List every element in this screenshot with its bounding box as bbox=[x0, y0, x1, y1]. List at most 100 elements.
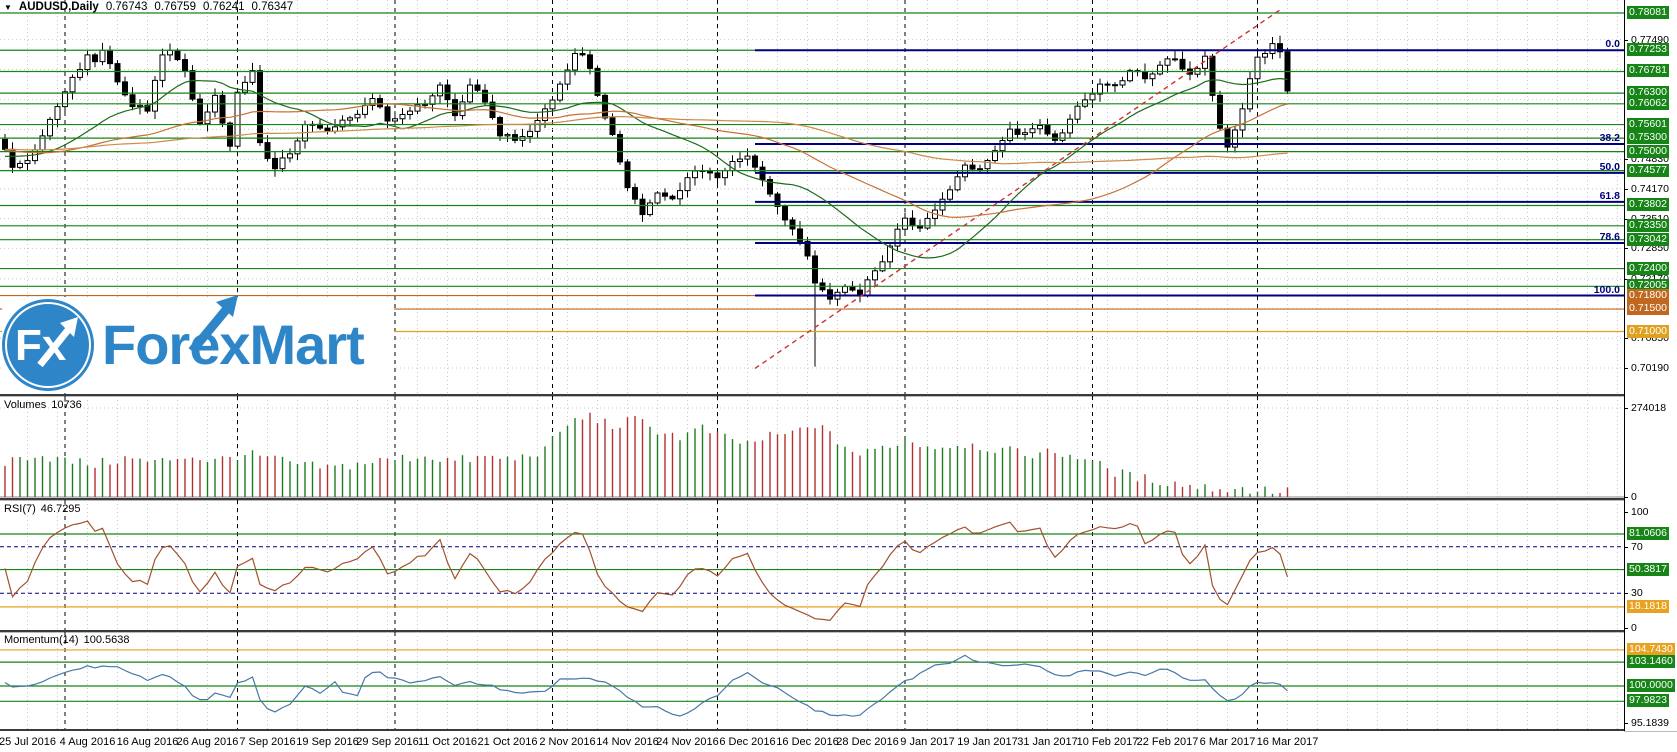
candle-body bbox=[654, 192, 661, 204]
candle-body bbox=[804, 240, 811, 257]
fib-percent-label: 78.6 bbox=[1599, 231, 1620, 244]
candle-body bbox=[782, 205, 788, 221]
date-label: 25 Jul 2016 bbox=[0, 736, 56, 748]
candle-body bbox=[812, 255, 818, 284]
symbol-timeframe: AUDUSD,Daily bbox=[18, 1, 99, 13]
candle-body bbox=[1014, 128, 1021, 135]
price-tag: 50.3817 bbox=[1627, 562, 1669, 576]
candle-body bbox=[287, 153, 293, 159]
candle-body bbox=[422, 103, 428, 106]
axis-tick-mark bbox=[1625, 546, 1628, 548]
candle-body bbox=[767, 178, 773, 195]
date-label: 10 Feb 2017 bbox=[1076, 736, 1139, 748]
candle-body bbox=[602, 94, 608, 119]
fib-percent-label: 0.0 bbox=[1605, 38, 1620, 51]
axis-tick-mark bbox=[1625, 338, 1628, 340]
candle-body bbox=[174, 49, 181, 61]
axis-tick-mark bbox=[1625, 408, 1628, 409]
date-label: 24 Nov 2016 bbox=[656, 736, 719, 748]
main-price-pane[interactable] bbox=[0, 0, 1624, 396]
candle-body bbox=[1142, 71, 1148, 80]
candle-body bbox=[512, 134, 518, 141]
date-label: 6 Mar 2017 bbox=[1199, 736, 1256, 748]
price-tag: 0.74577 bbox=[1627, 163, 1669, 177]
price-tag: 0.73042 bbox=[1627, 232, 1669, 246]
candle-body bbox=[47, 118, 53, 137]
momentum-pane[interactable] bbox=[0, 632, 1624, 731]
pane-separator[interactable] bbox=[0, 630, 1677, 633]
candle-body bbox=[324, 127, 331, 132]
candle-body bbox=[984, 160, 991, 170]
candle-body bbox=[159, 54, 166, 81]
candle-body bbox=[572, 53, 578, 71]
candle-body bbox=[54, 106, 61, 120]
candle-body bbox=[92, 54, 98, 63]
candle-body bbox=[137, 104, 143, 108]
candle-body bbox=[872, 270, 878, 281]
candle-body bbox=[1022, 132, 1028, 135]
moving-average-line bbox=[4, 103, 1288, 219]
candle-body bbox=[909, 217, 916, 227]
candle-body bbox=[594, 67, 601, 96]
candle-body bbox=[17, 163, 23, 168]
candle-body bbox=[1104, 83, 1111, 86]
axis-tick-mark bbox=[1625, 497, 1628, 498]
candle-body bbox=[1269, 43, 1276, 55]
candle-body bbox=[377, 98, 383, 108]
candle-body bbox=[564, 69, 571, 85]
axis-tick-mark bbox=[1625, 188, 1628, 190]
price-axis[interactable]: 0.774900.748300.741700.735100.728500.721… bbox=[1624, 0, 1677, 731]
candle-body bbox=[1277, 43, 1283, 53]
trendline[interactable] bbox=[754, 9, 1281, 369]
volume-pane[interactable] bbox=[0, 396, 1624, 500]
candle-body bbox=[1262, 53, 1268, 58]
candle-body bbox=[1097, 83, 1103, 95]
logo-ring bbox=[5, 302, 91, 388]
price-tag: 0.76300 bbox=[1627, 86, 1669, 100]
candle-body bbox=[827, 289, 833, 300]
volume-label: Volumes 10736 bbox=[4, 399, 82, 411]
axis-tick-label: 0 bbox=[1631, 491, 1637, 503]
brand-arrow-icon bbox=[188, 295, 238, 354]
momentum-line bbox=[4, 654, 1288, 717]
candle-body bbox=[624, 161, 631, 189]
candle-body bbox=[362, 104, 368, 115]
candle-body bbox=[474, 84, 481, 91]
candle-body bbox=[272, 157, 278, 170]
axis-tick-label: 0 bbox=[1631, 622, 1637, 634]
candle-body bbox=[954, 176, 961, 191]
candle-body bbox=[444, 84, 451, 101]
date-label: 22 Feb 2017 bbox=[1136, 736, 1199, 748]
candle-body bbox=[1082, 99, 1088, 107]
axis-tick-mark bbox=[1625, 248, 1628, 250]
candle-body bbox=[1119, 80, 1126, 86]
candle-body bbox=[182, 59, 188, 72]
date-axis[interactable]: 25 Jul 2016 4 Aug 2016 16 Aug 2016 26 Aug 2… bbox=[0, 731, 1624, 752]
axis-tick-mark bbox=[1625, 159, 1628, 161]
candle-body bbox=[609, 117, 616, 136]
axis-tick-label: 0.70190 bbox=[1631, 361, 1669, 374]
rsi-pane[interactable] bbox=[0, 500, 1624, 632]
collapse-icon[interactable]: ▼ bbox=[4, 2, 12, 12]
candle-body bbox=[617, 134, 623, 163]
axis-tick-mark bbox=[1625, 512, 1628, 513]
axis-tick-mark bbox=[1625, 39, 1628, 41]
candle-body bbox=[1247, 78, 1253, 110]
candle-body bbox=[1044, 125, 1051, 135]
candle-body bbox=[219, 94, 226, 124]
pane-separator[interactable] bbox=[0, 498, 1677, 501]
date-label: 26 Aug 2016 bbox=[176, 736, 239, 748]
candle-body bbox=[62, 91, 68, 108]
axis-tick-label: 95.1839 bbox=[1631, 716, 1669, 729]
axis-tick-mark bbox=[1625, 593, 1628, 595]
price-tag: 100.0000 bbox=[1627, 679, 1675, 692]
candle-body bbox=[789, 219, 796, 230]
candle-body bbox=[752, 155, 758, 168]
axis-tick-label: 100 bbox=[1631, 506, 1649, 518]
pane-separator[interactable] bbox=[0, 394, 1677, 397]
date-label: 29 Sep 2016 bbox=[356, 736, 419, 748]
price-tag: 0.73350 bbox=[1627, 218, 1669, 232]
candle-body bbox=[497, 117, 503, 137]
axis-tick-mark bbox=[1625, 367, 1628, 369]
brand-name: ForexMart bbox=[102, 313, 365, 376]
